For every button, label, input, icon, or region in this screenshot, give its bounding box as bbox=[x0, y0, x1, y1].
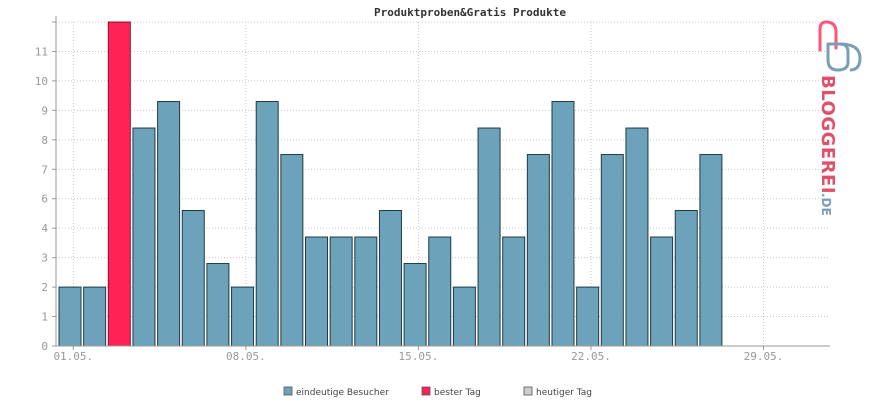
bar-best-day bbox=[107, 21, 131, 347]
y-tick-label: 2 bbox=[41, 281, 48, 294]
y-tick-label: 7 bbox=[41, 163, 48, 176]
bar bbox=[354, 236, 378, 347]
legend-swatch bbox=[523, 386, 533, 396]
bar bbox=[305, 236, 328, 347]
y-tick-label: 10 bbox=[35, 75, 48, 88]
legend-swatch bbox=[283, 386, 293, 396]
bar bbox=[674, 210, 698, 347]
x-tick-label: 08.05. bbox=[226, 350, 266, 363]
y-tick-label: 4 bbox=[41, 222, 48, 235]
y-tick-label: 8 bbox=[41, 134, 48, 147]
y-tick-label: 9 bbox=[41, 104, 48, 117]
y-tick-label: 11 bbox=[35, 45, 48, 58]
bars bbox=[58, 21, 723, 347]
bloggerei-logo: BLOGGEREI .DE bbox=[817, 20, 862, 216]
legend-label: bester Tag bbox=[434, 388, 481, 398]
chart-title: Produktproben&Gratis Produkte bbox=[374, 6, 566, 19]
bar bbox=[206, 263, 230, 347]
legend-item: heutiger Tag bbox=[523, 386, 592, 398]
legend-swatch bbox=[421, 386, 431, 396]
y-tick-label: 3 bbox=[41, 252, 48, 265]
bar bbox=[83, 286, 107, 347]
bar bbox=[157, 101, 181, 347]
legend-item: eindeutige Besucher bbox=[283, 386, 389, 398]
bar bbox=[600, 154, 624, 347]
bar bbox=[526, 154, 550, 347]
axes: 0 1 2 3 4 6 7 8 9 10 11 01.05. 08.05. 15.05. 22.05. 29.… bbox=[35, 16, 830, 363]
bar bbox=[181, 210, 205, 347]
bar bbox=[403, 263, 427, 347]
bar bbox=[452, 286, 476, 347]
bar bbox=[477, 127, 501, 347]
bar bbox=[551, 101, 575, 347]
x-tick-label: 15.05. bbox=[399, 350, 439, 363]
bar bbox=[378, 210, 402, 347]
bar bbox=[280, 154, 304, 347]
bar bbox=[502, 236, 526, 347]
bar bbox=[699, 154, 723, 347]
bar bbox=[428, 236, 452, 347]
legend-label: eindeutige Besucher bbox=[296, 388, 389, 398]
bar bbox=[329, 236, 353, 347]
x-tick-label: 29.05. bbox=[744, 350, 784, 363]
logo-text: BLOGGEREI bbox=[817, 75, 838, 194]
bar bbox=[231, 286, 255, 347]
legend-label: heutiger Tag bbox=[536, 388, 592, 398]
bar bbox=[576, 286, 600, 347]
bar bbox=[255, 101, 279, 347]
bar bbox=[132, 127, 156, 347]
bar bbox=[58, 286, 82, 347]
legend-item: bester Tag bbox=[421, 386, 481, 398]
x-tick-label: 01.05. bbox=[53, 350, 93, 363]
y-tick-label: 0 bbox=[41, 340, 48, 353]
x-tick-label: 22.05. bbox=[571, 350, 611, 363]
bar bbox=[650, 236, 674, 347]
y-tick-label: 1 bbox=[41, 311, 48, 324]
y-tick-label: 6 bbox=[41, 193, 48, 206]
legend: eindeutige Besucher bester Tag heutiger Ta… bbox=[283, 386, 592, 398]
logo-mark-icon bbox=[818, 20, 862, 72]
bar bbox=[625, 127, 649, 347]
logo-suffix: .DE bbox=[819, 193, 833, 216]
